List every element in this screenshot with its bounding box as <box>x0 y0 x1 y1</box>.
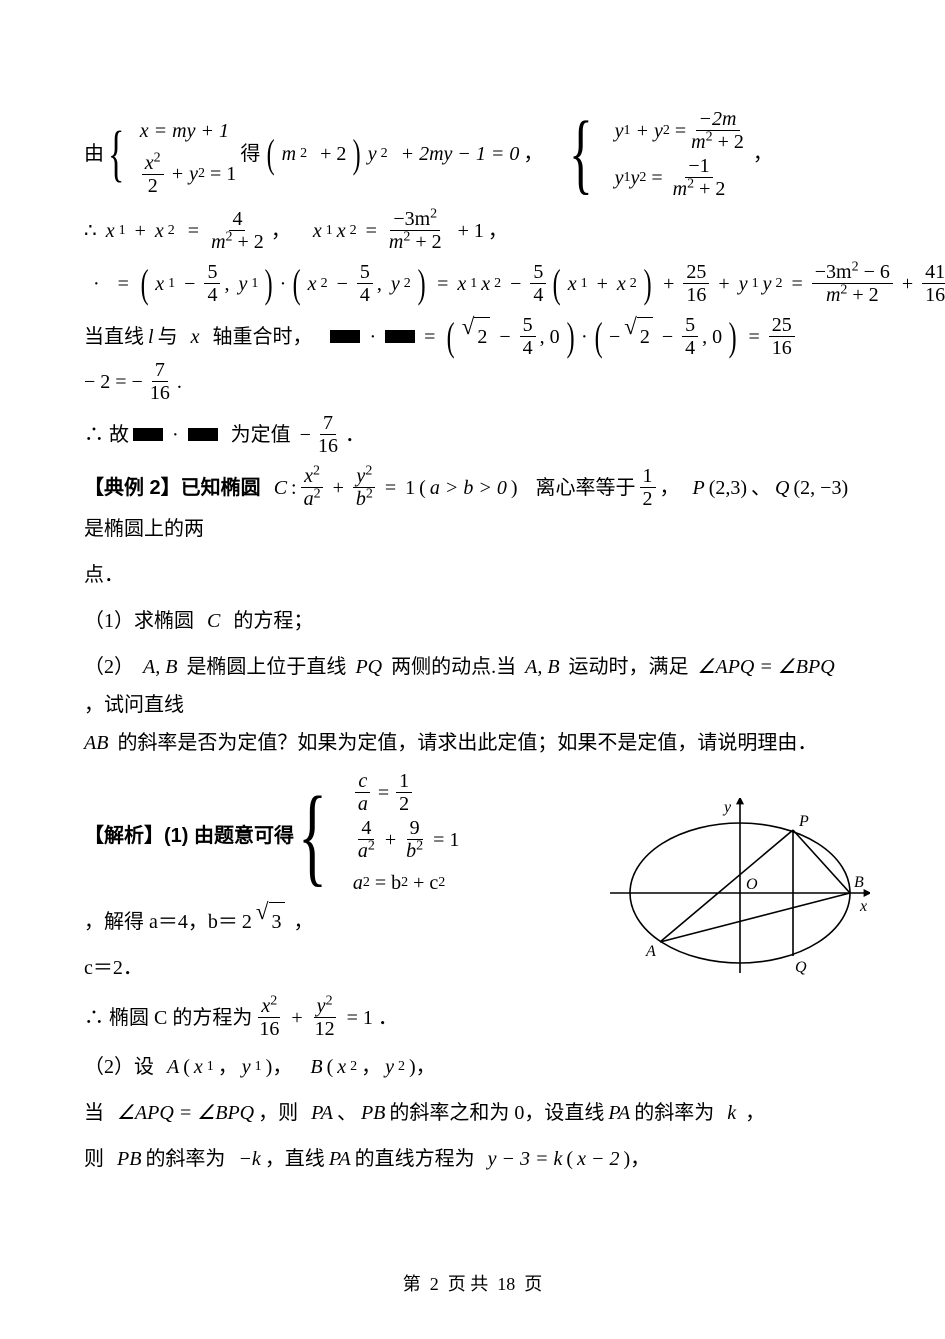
svg-text:B: B <box>854 874 864 891</box>
example-2-cont: 点． <box>82 556 863 594</box>
solution-2-set: （2）设 A (x1， y1)， B (x2， y2)， <box>82 1048 863 1086</box>
solution-1: 【解析】(1) 由题意可得 { ca = 12 4a2 + 9b2 = 1 a2 <box>82 770 602 941</box>
question-1: （1）求椭圆 C 的方程； <box>82 602 863 640</box>
sys1-row1: x = my + 1 <box>140 112 229 150</box>
eq-line-3: · = ( x1 − 54 , y1 ) · ( x2 − 54 , y2 ) … <box>82 261 863 306</box>
system-3: { ca = 12 4a2 + 9b2 = 1 a2 = b2 + c2 <box>298 770 459 902</box>
svg-text:Q: Q <box>795 959 807 976</box>
eq-line-4: 当直线 l 与 x 轴重合时， · = ( √2 − 54 , 0 ) · ( … <box>82 314 863 404</box>
page-footer: 第 2 页 共 18 页 <box>0 1267 945 1301</box>
brace-icon: { <box>569 119 593 189</box>
svg-text:y: y <box>722 799 732 816</box>
brace-icon: { <box>108 131 124 178</box>
page: 由 { x = my + 1 x2 2 + y2 = 1 得 ( <box>0 0 945 1339</box>
vector-pb-icon <box>188 428 218 441</box>
system-2: { y1 + y2 = −2m m2 + 2 y1 y2 = −1 <box>569 108 748 200</box>
frac-x2-2: x2 2 <box>142 152 164 197</box>
vector-pa-icon <box>133 428 163 441</box>
slope-line-2: 则 PB 的斜率为 −k ，直线 PA 的直线方程为 y − 3 = k (x … <box>82 1140 863 1178</box>
example-2-header: 【典例 2】已知椭圆 C : x2 a2 + y2 b2 = 1 (a > b … <box>82 465 863 548</box>
label-you: 由 <box>84 135 104 173</box>
svg-text:P: P <box>798 813 809 830</box>
eq-line-1: 由 { x = my + 1 x2 2 + y2 = 1 得 ( <box>82 108 863 200</box>
eq-line-5: ∴ 故 · 为定值 − 716 ． <box>82 412 863 457</box>
slope-line: 当 ∠APQ = ∠BPQ ，则 PA 、 PB 的斜率之和为 0，设直线 PA… <box>82 1094 863 1132</box>
ellipse-equation: ∴ 椭圆 C 的方程为 x2 16 + y2 12 = 1 ． <box>82 995 863 1040</box>
svg-text:x: x <box>859 898 867 915</box>
label-de: 得 <box>240 135 260 173</box>
vector-pb-icon <box>385 330 415 343</box>
vector-pa-icon <box>330 330 360 343</box>
eq-line-2: ∴ x1 + x2 = 4 m2 + 2 ， x1x2 = −3m2 m2 + … <box>82 208 863 253</box>
system-1: { x = my + 1 x2 2 + y2 = 1 <box>108 112 236 197</box>
svg-text:A: A <box>645 943 656 960</box>
question-2: （2） A, B 是椭圆上位于直线 PQ 两侧的动点.当 A, B 运动时，满足… <box>82 648 863 762</box>
ellipse-diagram: P Q A B Ox y <box>610 798 870 978</box>
svg-text:O: O <box>746 876 758 893</box>
brace-icon: { <box>298 793 327 879</box>
